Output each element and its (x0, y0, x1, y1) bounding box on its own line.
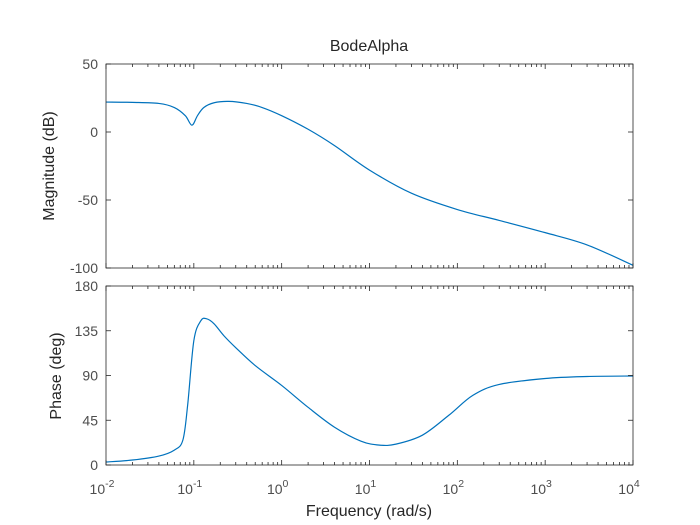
phase-axes-frame (105, 285, 634, 466)
magnitude-y-tick-label: -100 (70, 260, 98, 276)
phase-plot-content (105, 317, 634, 463)
magnitude-series-line (105, 100, 634, 266)
magnitude-y-tick-label: 0 (90, 124, 98, 140)
x-axis-label: Frequency (rad/s) (306, 503, 432, 520)
x-tick-label: 101 (355, 478, 377, 497)
magnitude-y-tick-label: -50 (78, 192, 98, 208)
x-tick-label: 10-1 (177, 478, 202, 497)
phase-panel: Phase (deg) 0 45 90 135 180 (48, 278, 634, 473)
x-tick-labels: 10-2 10-1 100 101 102 103 104 (90, 478, 640, 497)
phase-plot-background (106, 286, 633, 465)
phase-series-line (105, 317, 634, 463)
magnitude-axes-frame (105, 63, 634, 269)
phase-y-tick-label: 45 (82, 412, 98, 428)
x-tick-label: 100 (267, 478, 289, 497)
x-tick-label: 102 (443, 478, 465, 497)
phase-y-tick-label: 0 (90, 457, 98, 473)
magnitude-y-axis-label: Magnitude (dB) (41, 111, 58, 220)
magnitude-y-tick-label: 50 (82, 56, 98, 72)
chart-title: BodeAlpha (330, 38, 408, 55)
x-tick-label: 104 (618, 478, 640, 497)
phase-y-tick-label: 180 (75, 278, 99, 294)
magnitude-panel: Magnitude (dB) -100 -50 0 50 (41, 56, 634, 276)
x-tick-label: 10-2 (90, 478, 115, 497)
phase-y-tick-label: 135 (75, 323, 99, 339)
magnitude-plot-content (105, 100, 634, 266)
phase-y-axis-label: Phase (deg) (48, 332, 65, 419)
phase-y-tick-label: 90 (82, 368, 98, 384)
x-tick-label: 103 (530, 478, 552, 497)
magnitude-plot-background (106, 64, 633, 268)
